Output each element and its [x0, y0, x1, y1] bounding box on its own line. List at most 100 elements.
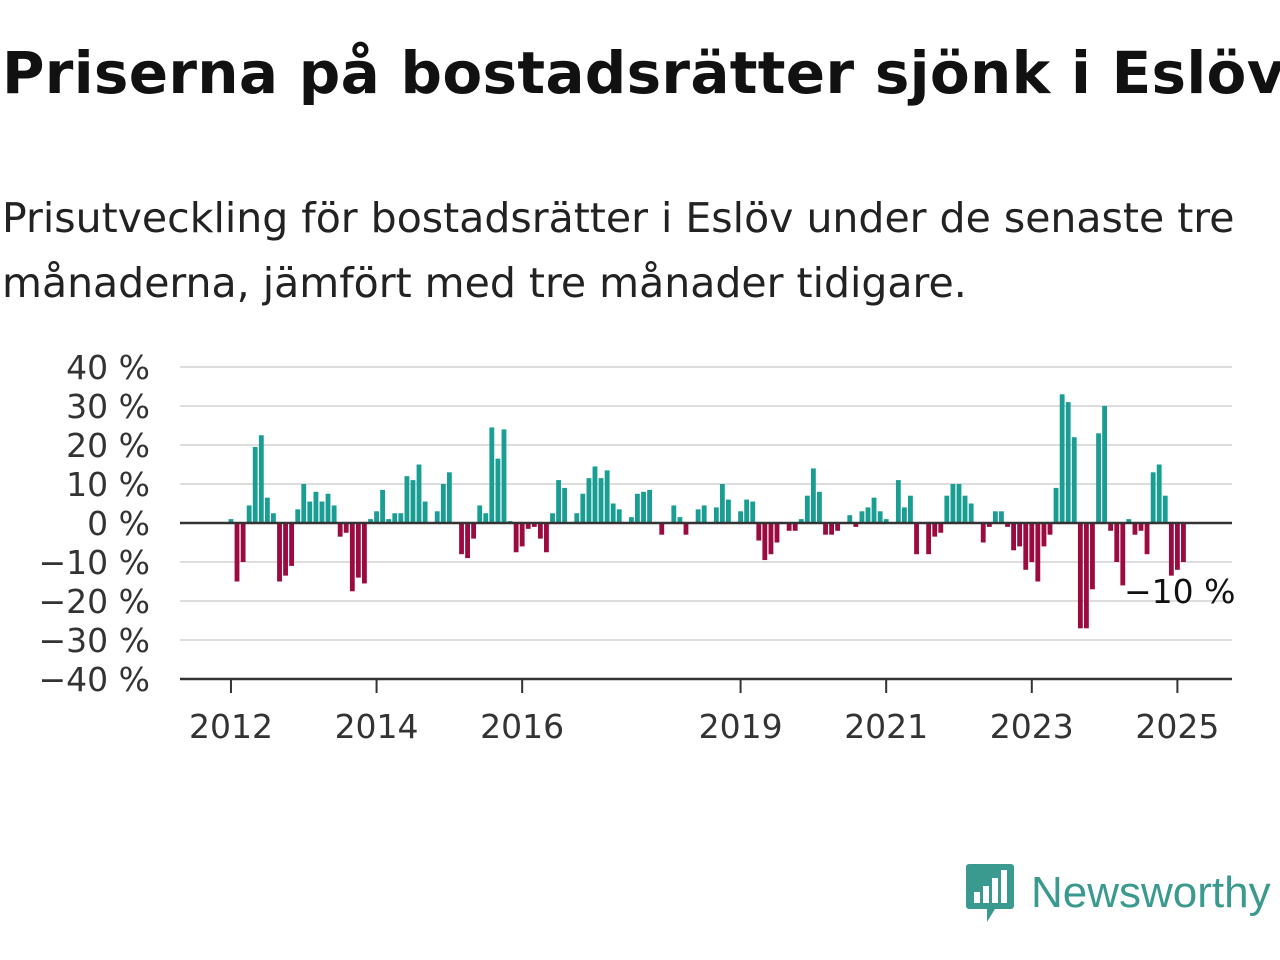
bar: [258, 435, 264, 523]
bar: [264, 497, 270, 523]
bar: [270, 513, 276, 523]
bar: [774, 523, 780, 543]
bar: [641, 491, 646, 523]
bar: [914, 523, 919, 555]
bar: [592, 466, 598, 523]
bar: [901, 507, 907, 523]
bar: [610, 503, 616, 523]
bar: [289, 523, 295, 566]
bar: [355, 523, 361, 578]
bar: [380, 489, 386, 523]
bar: [301, 484, 307, 523]
bar: [386, 519, 392, 523]
bar: [574, 513, 580, 523]
bar: [234, 523, 240, 582]
x-tick-label: 2021: [844, 707, 928, 746]
bar: [598, 478, 604, 523]
bar: [1017, 523, 1023, 547]
bar: [683, 523, 689, 535]
bar: [865, 507, 871, 523]
bar: [701, 505, 707, 523]
bar: [331, 505, 337, 523]
bar: [738, 511, 743, 523]
bar: [877, 511, 883, 523]
bar: [1065, 402, 1071, 523]
bar: [368, 519, 373, 523]
bar: [871, 497, 877, 523]
bar: [446, 472, 452, 523]
bar: [883, 519, 889, 523]
bar: [659, 523, 665, 535]
bar: [1114, 523, 1120, 562]
bar: [1053, 487, 1059, 523]
bar: [483, 513, 489, 523]
bar: [489, 427, 495, 523]
y-tick-label: 30 %: [66, 387, 150, 426]
bar: [543, 523, 549, 553]
bar: [1174, 523, 1180, 570]
bar: [719, 484, 725, 523]
bar: [277, 523, 282, 582]
bar: [950, 484, 956, 523]
bar: [580, 493, 586, 523]
bar: [313, 491, 319, 523]
bar: [440, 484, 446, 523]
brand-logo: Newsworthy: [965, 862, 1271, 924]
y-tick-label: 0 %: [87, 504, 150, 543]
x-tick-label: 2016: [480, 707, 564, 746]
y-tick-label: −30 %: [39, 621, 151, 660]
bar: [1090, 523, 1095, 590]
y-tick-label: 20 %: [66, 426, 150, 465]
bar: [756, 523, 762, 541]
x-tick-label: 2019: [699, 707, 783, 746]
x-tick-label: 2014: [335, 707, 419, 746]
bar: [1168, 523, 1174, 576]
y-tick-label: −20 %: [39, 582, 151, 621]
bar: [762, 523, 768, 561]
bar: [343, 523, 349, 533]
bar: [1138, 523, 1144, 531]
bar: [786, 523, 792, 531]
bar: [1144, 523, 1150, 555]
bar: [228, 519, 234, 523]
y-tick-label: −10 %: [39, 543, 151, 582]
bar: [361, 523, 367, 584]
bar: [853, 523, 859, 527]
bar: [562, 487, 568, 523]
bar: [392, 513, 398, 523]
bar: [374, 511, 379, 523]
bar: [465, 523, 470, 559]
bar: [908, 495, 913, 523]
bar: [1011, 523, 1017, 551]
bar: [713, 507, 719, 523]
bar: [513, 523, 519, 553]
bar: [537, 523, 543, 539]
bar: [477, 505, 483, 523]
bar: [1077, 523, 1083, 629]
bar: [829, 523, 835, 535]
bar: [325, 493, 331, 523]
bar: [1181, 523, 1186, 562]
chart-title: Priserna på bostadsrätter sjönk i Eslöv: [2, 39, 1280, 107]
bar: [1029, 523, 1035, 562]
bar: [1005, 523, 1010, 527]
bar: [823, 523, 828, 535]
bar: [398, 513, 404, 523]
bar: [859, 511, 865, 523]
bar: [847, 515, 853, 523]
bar: [750, 501, 756, 523]
bar: [307, 501, 313, 523]
bar: [986, 523, 992, 527]
bar: [895, 480, 901, 523]
bar: [519, 523, 525, 547]
bar: [1162, 495, 1168, 523]
bar: [416, 464, 422, 523]
bar: [1083, 523, 1089, 629]
bar: [798, 519, 804, 523]
bar: [550, 513, 555, 523]
bar: [635, 493, 640, 523]
bar: [319, 501, 325, 523]
bar: [1126, 519, 1132, 523]
bar: [932, 523, 938, 537]
bar: [422, 501, 428, 523]
